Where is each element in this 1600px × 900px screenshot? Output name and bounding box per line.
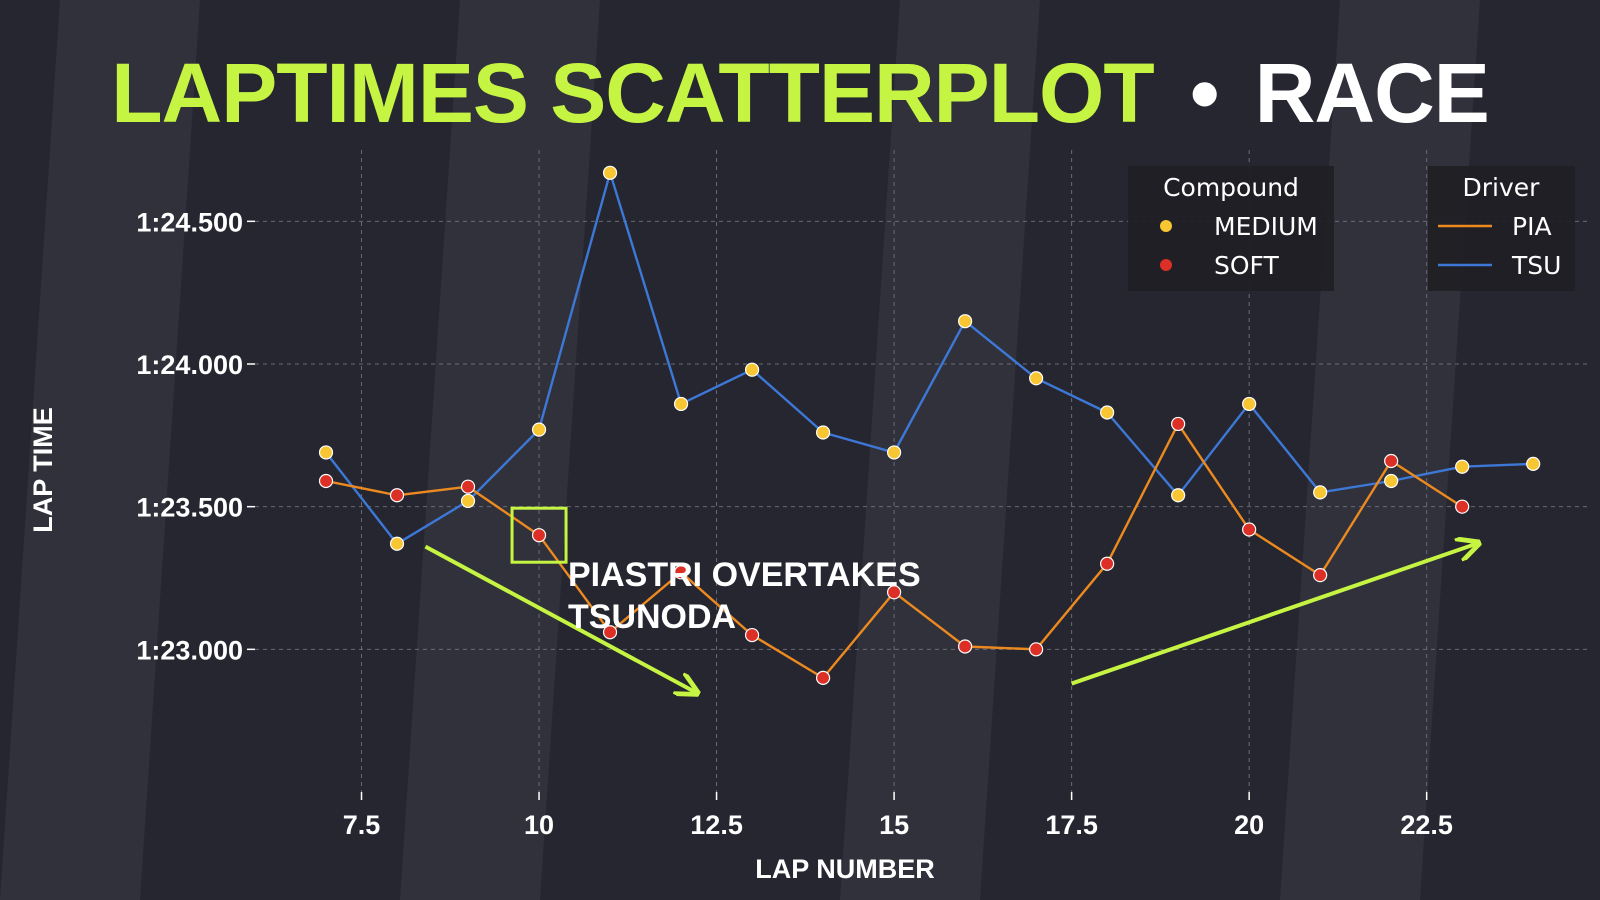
data-point-tsu: [744, 362, 760, 377]
legend-driver: Driver PIA TSU: [1428, 166, 1575, 291]
data-points: [318, 165, 1541, 685]
x-tick-label: 7.5: [343, 810, 381, 840]
overtake-highlight-box: [510, 506, 568, 564]
data-point-tsu: [1171, 488, 1186, 503]
y-tick-label: 1:24.000: [136, 350, 243, 380]
data-point-tsu: [1100, 405, 1115, 420]
data-point-pia: [1384, 453, 1399, 469]
title-main: LAPTIMES SCATTERPLOT: [111, 46, 1154, 140]
data-point-pia: [886, 585, 902, 600]
data-point-tsu: [1455, 459, 1470, 474]
x-tick-label: 10: [524, 810, 554, 840]
svg-text:LAPTIMES SCATTERPLOT •: LAPTIMES SCATTERPLOT • RACE: [111, 46, 1489, 140]
legend-compound: Compound MEDIUM SOFT: [1128, 166, 1334, 291]
legend-driver-box: [1428, 166, 1575, 291]
data-point-pia: [673, 565, 689, 580]
y-tick-label: 1:23.000: [136, 635, 243, 665]
chart-title: LAPTIMES SCATTERPLOT • RACE: [111, 46, 1490, 140]
x-axis-ticks: 7.5 10 12.5 15 17.5 20 22.5: [343, 792, 1453, 840]
data-point-tsu: [815, 425, 831, 440]
title-session: RACE: [1255, 46, 1489, 140]
y-axis-label: LAP TIME: [28, 407, 58, 533]
data-point-pia: [531, 528, 547, 543]
x-axis-label: LAP NUMBER: [755, 854, 935, 884]
legend-medium-label: MEDIUM: [1214, 212, 1318, 241]
data-point-tsu: [1242, 396, 1257, 412]
data-point-tsu: [1526, 456, 1541, 471]
x-tick-label: 15: [879, 810, 909, 840]
data-point-pia: [958, 639, 973, 654]
data-point-pia: [1455, 499, 1470, 514]
x-tick-label: 22.5: [1400, 810, 1453, 840]
data-point-tsu: [1384, 473, 1399, 489]
legend-pia-label: PIA: [1512, 212, 1552, 241]
data-point-pia: [815, 670, 831, 685]
x-tick-label: 17.5: [1045, 810, 1098, 840]
data-point-pia: [1171, 416, 1186, 432]
title-separator: •: [1190, 46, 1218, 140]
annotation-text-line1: PIASTRI OVERTAKES: [568, 556, 921, 594]
data-point-pia: [318, 473, 334, 489]
data-point-tsu: [460, 493, 476, 509]
legend-medium-marker: [1160, 220, 1172, 232]
data-point-tsu: [958, 314, 973, 329]
annotations: [424, 506, 1477, 693]
x-tick-label: 20: [1234, 810, 1264, 840]
data-point-pia: [602, 625, 618, 640]
y-axis-ticks: 1:23.000 1:23.500 1:24.000 1:24.500: [136, 207, 255, 665]
legend-compound-title: Compound: [1163, 173, 1299, 202]
data-point-tsu: [531, 422, 547, 437]
legend-tsu-label: TSU: [1511, 251, 1561, 280]
legend-soft-label: SOFT: [1214, 251, 1279, 280]
data-point-pia: [1313, 568, 1328, 583]
data-point-tsu: [673, 396, 689, 412]
legend-soft-marker: [1160, 259, 1172, 271]
x-tick-label: 12.5: [690, 810, 743, 840]
data-point-tsu: [1313, 485, 1328, 500]
data-point-pia: [1242, 522, 1257, 537]
legend-driver-title: Driver: [1463, 173, 1541, 202]
trend-arrow-down: [424, 544, 695, 693]
annotation-text-line2: TSUNODA: [568, 598, 736, 636]
data-point-tsu: [1029, 371, 1044, 386]
trend-arrow-up: [1070, 544, 1477, 686]
data-point-pia: [460, 479, 476, 494]
data-point-pia: [1029, 642, 1044, 657]
data-point-tsu: [318, 445, 334, 460]
y-tick-label: 1:23.500: [136, 493, 243, 523]
data-point-tsu: [602, 165, 618, 180]
data-point-tsu: [886, 445, 902, 460]
data-point-pia: [744, 627, 760, 643]
series-line-tsu: [325, 171, 1534, 545]
data-point-tsu: [389, 536, 405, 551]
data-point-pia: [389, 488, 405, 503]
y-tick-label: 1:24.500: [136, 207, 243, 237]
data-point-pia: [1100, 556, 1115, 571]
